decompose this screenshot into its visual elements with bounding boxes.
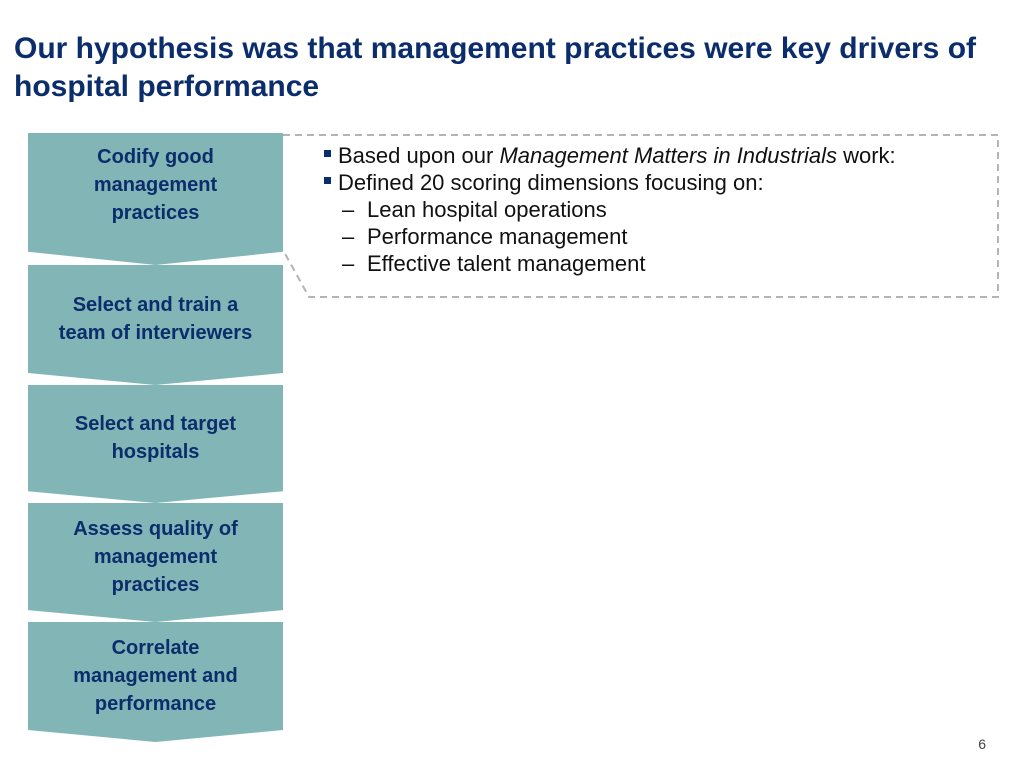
sub-bullet-text: Lean hospital operations: [367, 197, 607, 222]
process-step-assess: Assess quality of management practices: [28, 503, 283, 622]
square-bullet-icon: [324, 177, 331, 184]
bullet-item: Defined 20 scoring dimensions focusing o…: [322, 169, 1002, 196]
bullet-text: Defined 20 scoring dimensions focusing o…: [338, 170, 764, 195]
sub-bullet-item: – Effective talent management: [322, 250, 1002, 277]
process-step-codify: Codify good management practices: [28, 133, 283, 265]
bullet-item: Based upon our Management Matters in Ind…: [322, 142, 1002, 169]
dash-bullet-icon: –: [342, 224, 355, 249]
process-step-label: Correlate management and performance: [73, 637, 238, 715]
sub-bullet-item: – Performance management: [322, 223, 1002, 250]
process-step-correlate: Correlate management and performance: [28, 622, 283, 742]
process-step-select-target: Select and target hospitals: [28, 385, 283, 503]
process-step-label: Select and train a team of interviewers: [58, 294, 253, 344]
bullet-text: Based upon our: [338, 143, 500, 168]
dash-bullet-icon: –: [342, 251, 355, 276]
detail-callout: Based upon our Management Matters in Ind…: [322, 142, 1002, 277]
process-step-select-train: Select and train a team of interviewers: [28, 265, 283, 385]
bullet-text: work:: [836, 143, 896, 168]
sub-bullet-item: – Lean hospital operations: [322, 196, 1002, 223]
process-step-label: Select and target hospitals: [74, 413, 237, 463]
process-step-label: Codify good management practices: [93, 146, 218, 224]
process-step-label: Assess quality of management practices: [73, 517, 238, 596]
square-bullet-icon: [324, 150, 331, 157]
dash-bullet-icon: –: [342, 197, 355, 222]
sub-bullet-text: Performance management: [367, 224, 628, 249]
slide-title: Our hypothesis was that management pract…: [14, 32, 977, 103]
page-number: 6: [978, 736, 986, 752]
bullet-emphasis: Management Matters in Industrials: [499, 143, 837, 168]
sub-bullet-text: Effective talent management: [367, 251, 646, 276]
